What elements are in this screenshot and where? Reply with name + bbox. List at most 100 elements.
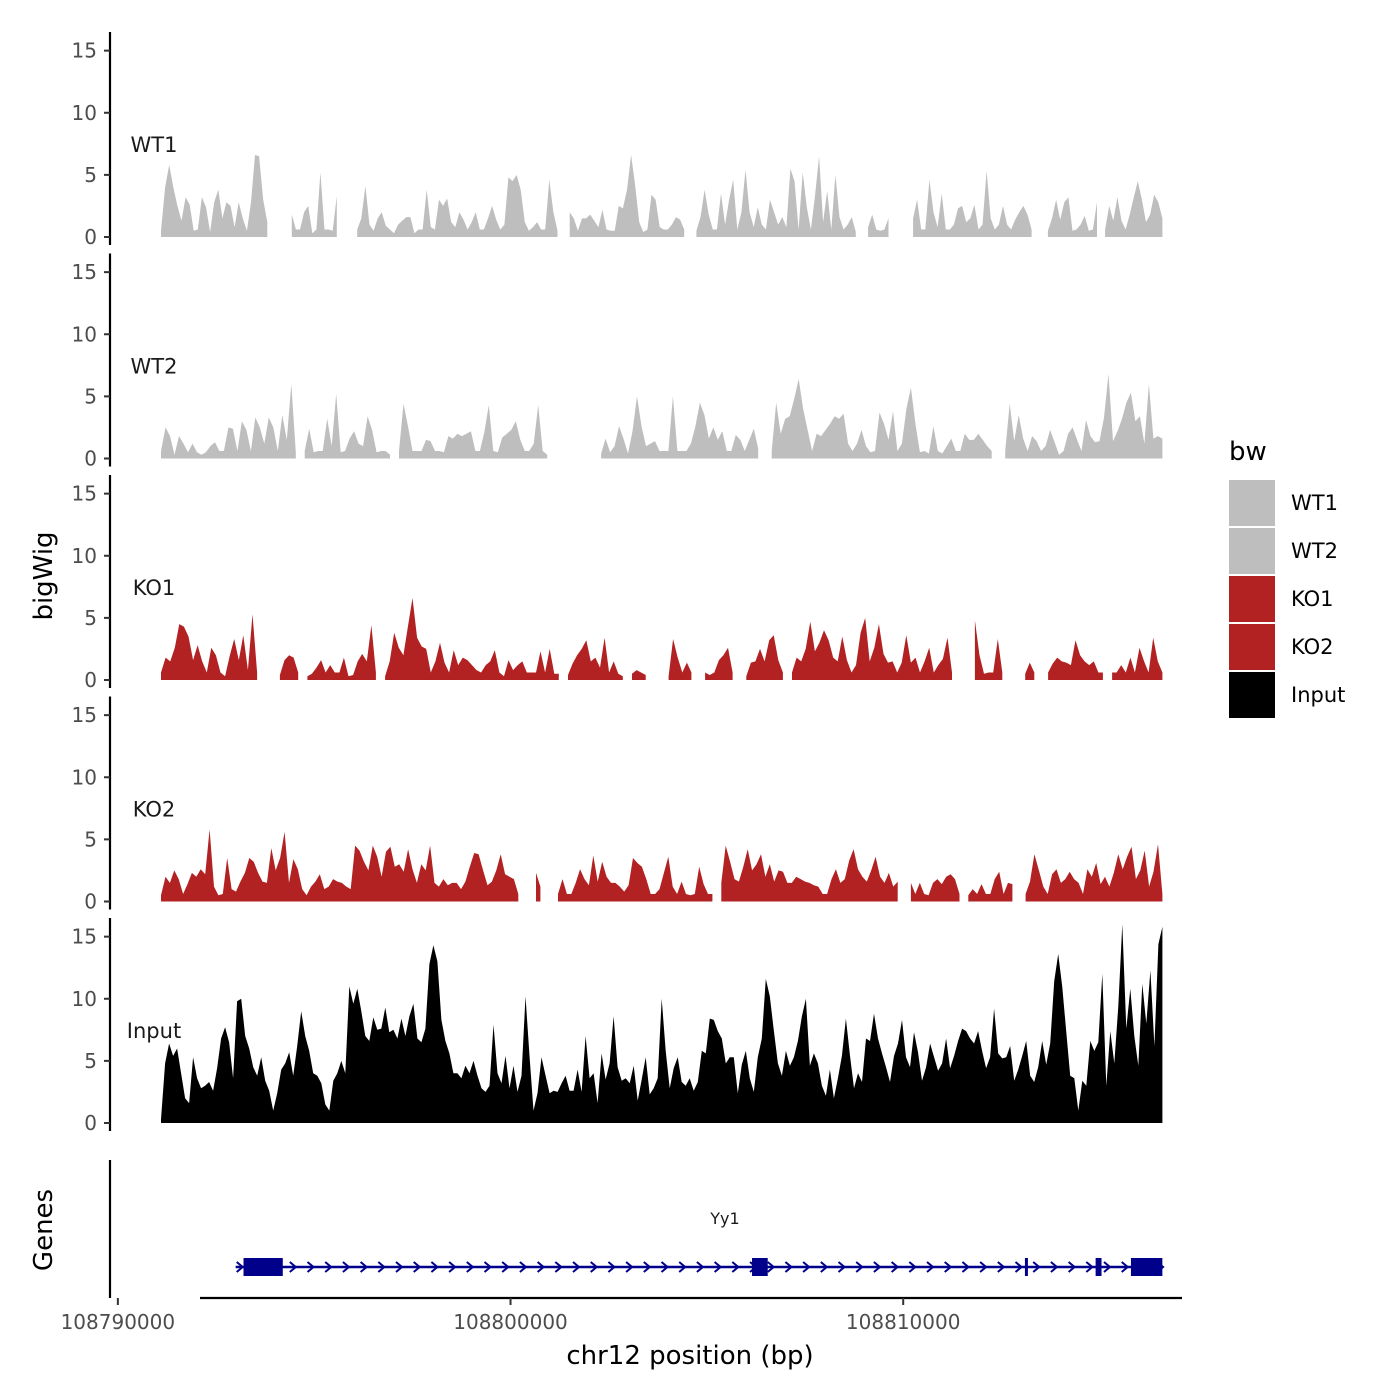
- y-tick-label: 5: [84, 827, 97, 851]
- y-tick-label: 15: [72, 482, 97, 506]
- track-ko1: 0 5 10 15 KO1: [72, 475, 1163, 692]
- y-tick-label: 0: [84, 225, 97, 249]
- y-tick-label: 0: [84, 447, 97, 471]
- exon: [1024, 1258, 1028, 1276]
- exon: [752, 1258, 768, 1276]
- legend-key-wt2: [1229, 528, 1275, 574]
- strand-arrow: [342, 1261, 351, 1273]
- strand-arrow: [466, 1261, 475, 1273]
- exon: [1130, 1258, 1163, 1276]
- legend-key-ko2: [1229, 624, 1275, 670]
- strand-arrow: [784, 1261, 793, 1273]
- legend-label: Input: [1291, 683, 1345, 707]
- y-tick-label: 10: [72, 544, 97, 568]
- strand-arrow: [944, 1261, 953, 1273]
- coverage-tracks: 0 5 10 15 WT1 0 5 10 15 WT2 0 5 10 15 KO1 0 5 10 15 KO2 0 5 10…: [72, 32, 1163, 1135]
- strand-arrow: [979, 1261, 988, 1273]
- y-tick-label: 10: [72, 322, 97, 346]
- strand-arrow: [413, 1261, 422, 1273]
- strand-arrow: [1085, 1261, 1094, 1273]
- strand-arrow: [926, 1261, 935, 1273]
- track-wt1: 0 5 10 15 WT1: [72, 32, 1163, 249]
- strand-arrow: [590, 1261, 599, 1273]
- strand-arrow: [501, 1261, 510, 1273]
- y-tick-label: 15: [72, 925, 97, 949]
- track-label: KO2: [133, 797, 176, 821]
- strand-arrow: [837, 1261, 847, 1273]
- strand-arrow: [890, 1261, 900, 1273]
- y-axis-title: bigWig: [29, 531, 59, 620]
- legend-title: bw: [1229, 437, 1267, 467]
- y-tick-label: 5: [84, 1049, 97, 1073]
- y-tick-label: 5: [84, 606, 97, 630]
- strand-arrow: [713, 1261, 723, 1273]
- y-tick-label: 0: [84, 668, 97, 692]
- strand-arrow: [820, 1261, 829, 1273]
- strand-arrow: [1121, 1261, 1130, 1273]
- x-axis: 108790000 108800000 108810000: [61, 1296, 1182, 1334]
- y-tick-label: 10: [72, 765, 97, 789]
- strand-arrow: [519, 1261, 528, 1273]
- strand-arrow: [1032, 1261, 1041, 1273]
- strand-arrow: [359, 1261, 369, 1273]
- strand-arrow: [430, 1261, 439, 1273]
- strand-arrow: [625, 1261, 634, 1273]
- coverage-area-ko2: [161, 829, 1163, 902]
- strand-arrow: [289, 1261, 298, 1273]
- track-label: Input: [127, 1019, 181, 1043]
- strand-arrow: [731, 1261, 740, 1273]
- y-tick-label: 15: [72, 260, 97, 284]
- x-tick-label: 108790000: [61, 1310, 176, 1334]
- legend-label: WT2: [1291, 539, 1338, 563]
- strand-arrow: [961, 1261, 970, 1273]
- track-wt2: 0 5 10 15 WT2: [72, 253, 1163, 471]
- exon: [1095, 1258, 1102, 1276]
- strand-arrow: [1103, 1261, 1112, 1273]
- coverage-area-wt2: [161, 374, 1163, 459]
- genes-axis-title: Genes: [29, 1189, 59, 1271]
- strand-arrow: [572, 1261, 581, 1273]
- y-tick-label: 5: [84, 384, 97, 408]
- track-label: WT1: [131, 133, 178, 157]
- strand-arrow: [1014, 1261, 1024, 1273]
- strand-arrow: [395, 1261, 404, 1273]
- strand-arrow: [448, 1261, 457, 1273]
- y-tick-label: 10: [72, 987, 97, 1011]
- strand-arrow: [660, 1261, 670, 1273]
- strand-arrow: [767, 1261, 776, 1273]
- strand-arrow: [1050, 1261, 1059, 1273]
- strand-arrow: [483, 1261, 493, 1273]
- strand-arrow: [802, 1261, 811, 1273]
- strand-arrow: [855, 1261, 864, 1273]
- legend-label: KO1: [1291, 587, 1334, 611]
- coverage-area-ko1: [161, 598, 1163, 680]
- strand-arrow: [554, 1261, 563, 1273]
- y-tick-label: 0: [84, 890, 97, 914]
- track-label: KO1: [133, 576, 176, 600]
- exon: [243, 1258, 283, 1276]
- x-tick-label: 108810000: [846, 1310, 961, 1334]
- y-tick-label: 15: [72, 703, 97, 727]
- strand-arrow: [324, 1261, 333, 1273]
- y-tick-label: 10: [72, 101, 97, 125]
- y-tick-label: 15: [72, 39, 97, 63]
- strand-arrow: [306, 1261, 316, 1273]
- track-input: 0 5 10 15 Input: [72, 918, 1163, 1135]
- x-tick-label: 108800000: [453, 1310, 568, 1334]
- strand-arrow: [1067, 1261, 1077, 1273]
- strand-arrow: [536, 1261, 546, 1273]
- x-axis-title: chr12 position (bp): [566, 1341, 813, 1371]
- legend-key-wt1: [1229, 480, 1275, 526]
- gene-name-label: Yy1: [709, 1209, 739, 1228]
- gene-track: Yy1: [108, 1160, 1165, 1298]
- strand-arrow: [908, 1261, 917, 1273]
- strand-arrow: [997, 1261, 1006, 1273]
- legend-key-ko1: [1229, 576, 1275, 622]
- strand-arrow: [377, 1261, 386, 1273]
- track-label: WT2: [131, 354, 178, 378]
- coverage-area-input: [161, 924, 1163, 1123]
- strand-arrow: [873, 1261, 882, 1273]
- strand-arrow: [607, 1261, 616, 1273]
- legend: bw WT1 WT2 KO1 KO2 Input: [1229, 437, 1345, 718]
